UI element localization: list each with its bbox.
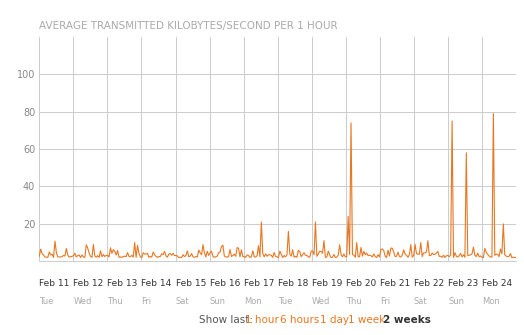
Text: Feb 20: Feb 20 — [346, 279, 376, 288]
Text: Tue: Tue — [278, 297, 292, 306]
Text: Sat: Sat — [414, 297, 428, 306]
Text: Feb 11: Feb 11 — [39, 279, 70, 288]
Text: 2 weeks: 2 weeks — [383, 315, 430, 325]
Text: Show last:: Show last: — [199, 315, 253, 325]
Text: Sat: Sat — [176, 297, 189, 306]
Text: 1 week: 1 week — [348, 315, 386, 325]
Text: Fri: Fri — [380, 297, 390, 306]
Text: Thu: Thu — [107, 297, 123, 306]
Text: Feb 18: Feb 18 — [278, 279, 308, 288]
Text: Feb 17: Feb 17 — [244, 279, 274, 288]
Text: Feb 16: Feb 16 — [210, 279, 240, 288]
Text: Sun: Sun — [448, 297, 464, 306]
Text: Tue: Tue — [39, 297, 53, 306]
Text: 6 hours: 6 hours — [280, 315, 320, 325]
Text: Feb 13: Feb 13 — [107, 279, 138, 288]
Text: AVERAGE TRANSMITTED KILOBYTES/SECOND PER 1 HOUR: AVERAGE TRANSMITTED KILOBYTES/SECOND PER… — [39, 20, 338, 30]
Text: Feb 23: Feb 23 — [448, 279, 478, 288]
Text: Feb 14: Feb 14 — [141, 279, 172, 288]
Text: Feb 24: Feb 24 — [482, 279, 512, 288]
Text: Sun: Sun — [210, 297, 226, 306]
Text: Feb 12: Feb 12 — [73, 279, 104, 288]
Text: 1 hour: 1 hour — [245, 315, 279, 325]
Text: Wed: Wed — [312, 297, 330, 306]
Text: 1 day: 1 day — [320, 315, 348, 325]
Text: Feb 15: Feb 15 — [176, 279, 206, 288]
Text: Feb 19: Feb 19 — [312, 279, 342, 288]
Text: Wed: Wed — [73, 297, 92, 306]
Text: Feb 21: Feb 21 — [380, 279, 410, 288]
Text: Thu: Thu — [346, 297, 362, 306]
Text: Mon: Mon — [482, 297, 500, 306]
Text: Fri: Fri — [141, 297, 151, 306]
Text: Mon: Mon — [244, 297, 261, 306]
Text: Feb 22: Feb 22 — [414, 279, 444, 288]
